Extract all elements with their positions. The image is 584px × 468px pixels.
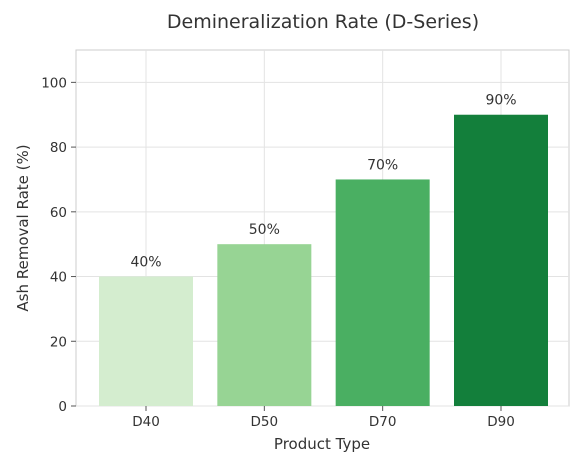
data-labels: 40% 50% 70% 90% [130, 93, 516, 271]
x-tick-label: D40 [132, 414, 160, 430]
bar-d40 [99, 276, 193, 406]
y-tick-label: 0 [58, 399, 67, 415]
x-axis-ticks: D40 D50 D70 D90 [132, 406, 515, 430]
x-tick-label: D50 [251, 414, 279, 430]
bar-d70 [335, 179, 430, 406]
x-tick-label: D90 [487, 414, 515, 430]
y-tick-label: 40 [50, 270, 67, 286]
y-tick-label: 100 [41, 75, 67, 91]
chart-title: Demineralization Rate (D-Series) [167, 11, 479, 33]
bar-d50 [217, 244, 312, 406]
bar-d90 [454, 114, 548, 407]
data-label-d50: 50% [249, 222, 280, 238]
y-axis-label: Ash Removal Rate (%) [14, 144, 32, 311]
y-tick-label: 20 [50, 334, 67, 350]
y-tick-label: 60 [50, 205, 67, 221]
x-axis-label: Product Type [274, 435, 370, 453]
y-axis-ticks: 0 20 40 60 80 100 [41, 75, 76, 415]
x-tick-label: D70 [369, 414, 397, 430]
data-label-d90: 90% [485, 93, 516, 109]
data-label-d40: 40% [130, 255, 161, 271]
y-tick-label: 80 [50, 140, 67, 156]
bars [99, 114, 548, 407]
data-label-d70: 70% [367, 157, 398, 173]
